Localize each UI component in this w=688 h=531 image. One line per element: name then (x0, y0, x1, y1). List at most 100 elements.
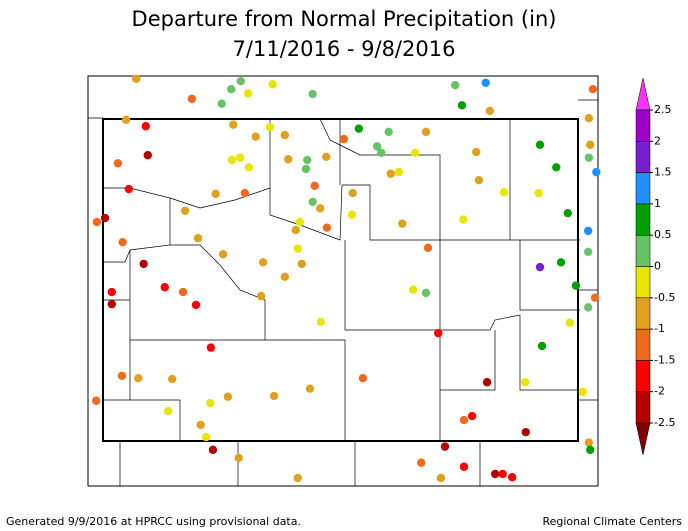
station-dot (291, 225, 300, 235)
station-dot (265, 122, 275, 132)
station-dot (244, 89, 253, 98)
footer-left: Generated 9/9/2016 at HPRCC using provis… (6, 515, 301, 528)
legend-swatch (635, 77, 651, 111)
station-dot (358, 374, 368, 383)
station-dot (394, 167, 404, 177)
station-dot (322, 152, 331, 162)
station-dot (421, 127, 431, 137)
station-dot (584, 153, 594, 162)
station-dot (180, 206, 190, 215)
station-dot (408, 285, 418, 294)
legend-swatch (635, 141, 651, 173)
station-dot (295, 217, 304, 227)
station-dot (583, 303, 593, 312)
station-dot (113, 159, 123, 168)
station-dot (168, 374, 177, 384)
station-dot (160, 283, 169, 292)
station-dot (284, 155, 293, 164)
station-dot (308, 89, 317, 99)
station-dot (310, 181, 319, 191)
legend-swatch (635, 391, 651, 424)
station-dot (507, 473, 517, 482)
station-dot (590, 293, 600, 302)
station-dot (467, 411, 477, 421)
station-dot (315, 204, 325, 213)
station-dot (268, 80, 277, 89)
station-dot (227, 155, 237, 165)
station-dot (244, 163, 254, 172)
station-dot (583, 226, 593, 236)
legend-swatch (635, 360, 651, 392)
station-dot (398, 219, 407, 228)
station-dot (498, 469, 507, 479)
legend-tick-label: 2.5 (654, 103, 672, 116)
station-dot (457, 101, 467, 110)
legend-tick-label: -1 (654, 322, 665, 335)
station-dot (459, 215, 468, 224)
legend-tick-label: -2.5 (654, 416, 675, 429)
station-dot (535, 262, 545, 272)
station-dot (592, 167, 601, 177)
station-dot (586, 445, 595, 455)
map-lines (87, 75, 599, 487)
station-dot (586, 140, 595, 149)
station-dot (499, 188, 509, 197)
station-dot (178, 287, 188, 297)
station-dot (377, 148, 386, 158)
station-dot (121, 115, 131, 125)
station-dot (308, 197, 317, 207)
map-frame (87, 75, 599, 487)
station-dot (251, 132, 260, 141)
station-dot (124, 184, 133, 194)
station-dot (187, 94, 197, 104)
legend-swatch (635, 266, 651, 299)
station-dot (322, 223, 332, 232)
station-dot (474, 175, 484, 185)
station-dot (481, 78, 490, 87)
station-dot (223, 392, 233, 401)
footer-right: Regional Climate Centers (542, 515, 682, 528)
station-dot (301, 164, 311, 174)
station-dot (584, 113, 594, 123)
station-dot (236, 76, 245, 86)
station-dot (258, 258, 268, 267)
legend-swatch (635, 109, 651, 142)
station-dot (434, 328, 443, 338)
station-dot (421, 288, 431, 298)
station-dot (293, 244, 302, 253)
station-dot (256, 291, 266, 301)
legend-swatch (635, 234, 651, 267)
station-dot (141, 122, 150, 131)
station-dot (552, 163, 561, 172)
station-dot (521, 427, 530, 437)
station-dot (280, 272, 290, 281)
station-dot (234, 453, 243, 463)
station-dot (472, 147, 481, 157)
station-dot (227, 85, 236, 94)
county-borders (88, 99, 598, 486)
station-dot (92, 217, 102, 227)
legend-tick-label: 0.5 (654, 228, 672, 241)
station-dot (269, 391, 279, 401)
legend-swatch (635, 297, 651, 330)
station-dot (417, 458, 426, 467)
station-dot (565, 318, 575, 327)
legend-tick-label: -2 (654, 385, 665, 398)
station-dot (303, 155, 312, 165)
station-dot (132, 74, 141, 83)
legend-tick-label: 0 (654, 260, 661, 273)
station-dot (556, 258, 566, 267)
station-dot (436, 473, 446, 483)
station-dot (117, 371, 127, 380)
station-dot (240, 188, 250, 198)
station-dot (339, 134, 349, 144)
station-dot (410, 148, 420, 158)
station-dot (208, 445, 218, 455)
station-dot (571, 281, 581, 290)
station-dot (491, 469, 500, 479)
station-dot (372, 142, 382, 151)
legend-swatch (635, 203, 651, 236)
station-dot (440, 442, 450, 451)
station-dot (520, 378, 530, 387)
